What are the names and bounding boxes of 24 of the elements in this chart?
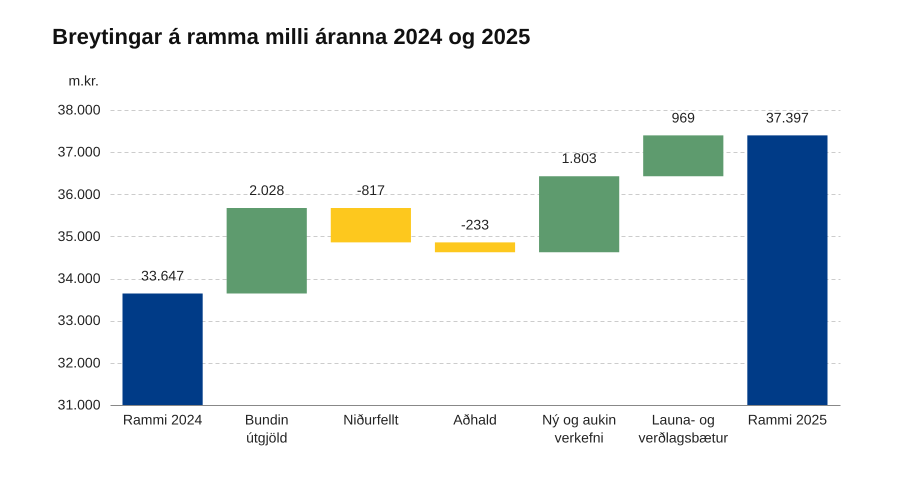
y-tick-label: 35.000: [58, 228, 101, 244]
data-label: 33.647: [141, 267, 184, 284]
x-tick-label: Bundin útgjöld: [244, 412, 289, 446]
y-tick-label: 31.000: [58, 396, 101, 412]
y-tick-label: 36.000: [58, 186, 101, 202]
x-tick-label: Aðhald: [453, 412, 497, 428]
y-tick-label: 37.000: [58, 144, 101, 160]
y-tick-label: 33.000: [58, 312, 101, 328]
y-tick-label: 38.000: [58, 102, 101, 118]
x-tick-label: Launa- og verðlagsbætur: [638, 412, 728, 446]
x-tick-label: Rammi 2024: [122, 412, 202, 428]
x-tick-label: Rammi 2025: [748, 412, 828, 428]
data-label: -233: [460, 216, 490, 232]
x-tick-label: Ný og aukin verkefni: [542, 412, 616, 446]
x-tick-label: Niðurfellt: [343, 412, 399, 428]
y-tick-label: 32.000: [58, 354, 101, 370]
data-label: 2.028: [249, 182, 284, 198]
chart-title: Breytingar á ramma milli áranna 2024 og 2025: [52, 24, 530, 49]
data-label: 37.397: [766, 109, 810, 126]
data-label: 1.803: [562, 150, 597, 166]
y-axis-title: m.kr.: [68, 72, 99, 88]
data-label: 969: [672, 109, 696, 126]
y-tick-label: 34.000: [58, 270, 101, 286]
data-label: -817: [356, 182, 386, 198]
